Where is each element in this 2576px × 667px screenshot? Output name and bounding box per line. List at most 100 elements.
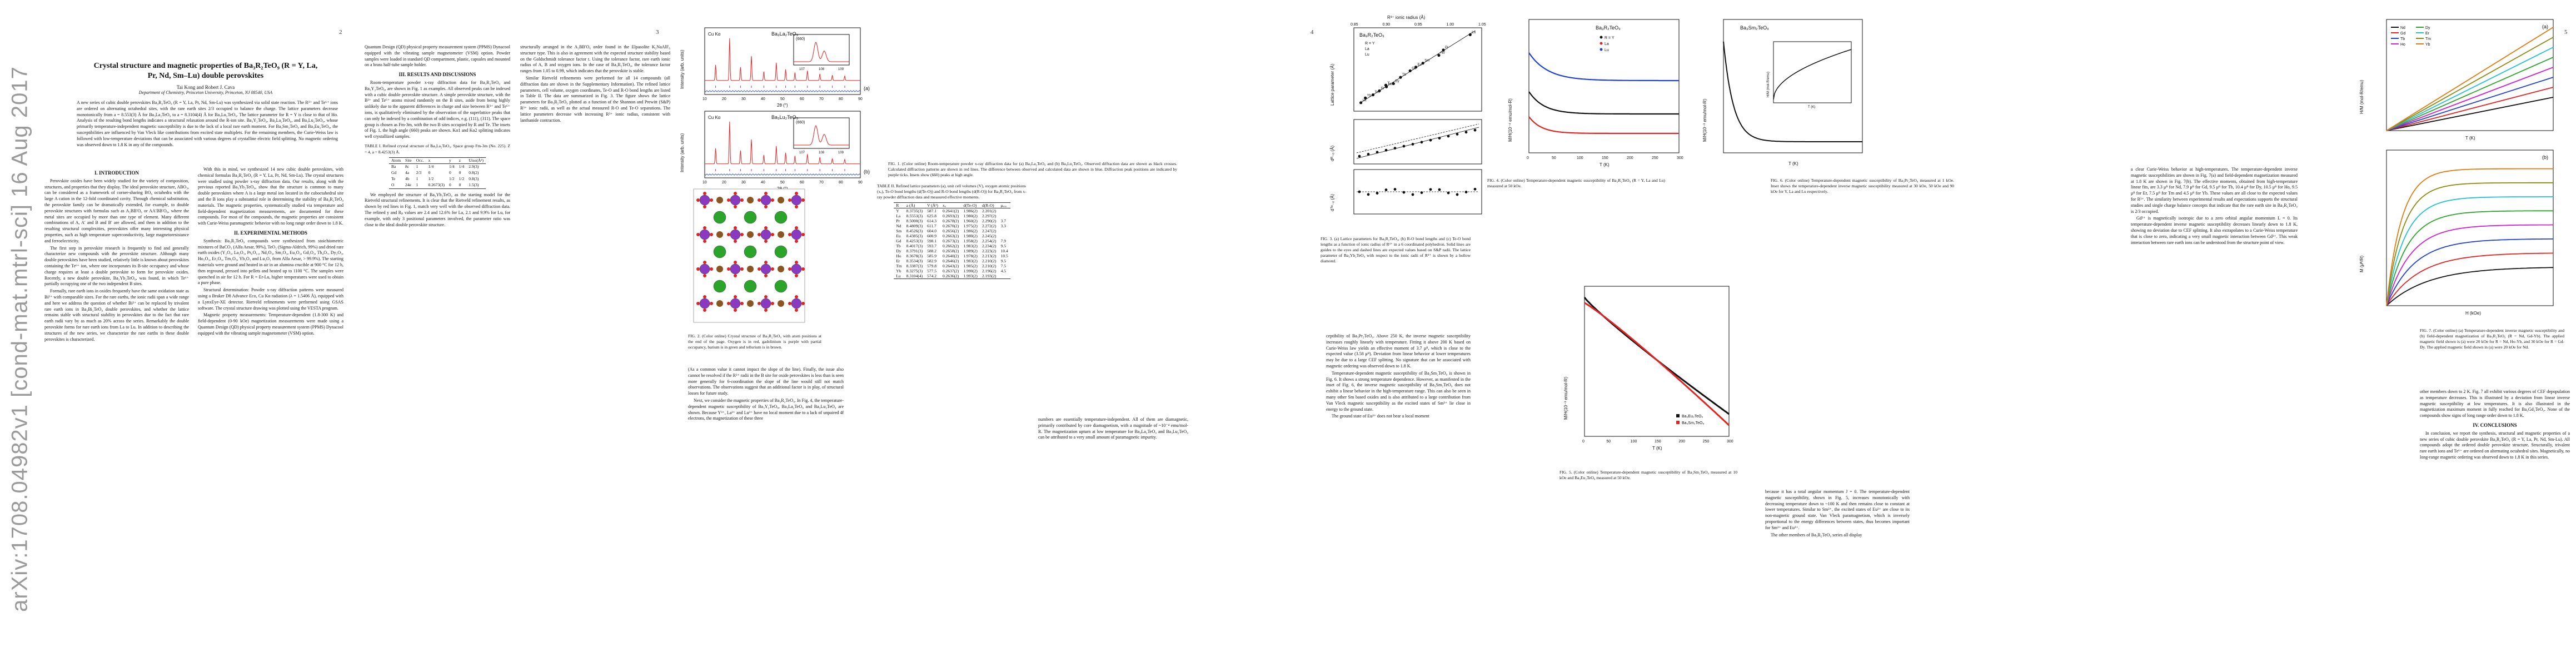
data-point: [1384, 83, 1388, 87]
legend-entry: Gd: [2400, 32, 2405, 36]
column-p4-right: because it has a total angular momentum …: [1765, 489, 1910, 539]
page-1: 2 Crystal structure and magnetic propert…: [33, 0, 677, 667]
table-cell: Lu: [894, 273, 904, 279]
data-point: [1364, 96, 1367, 99]
table-cell: 2.272(2): [981, 223, 996, 228]
compound-label: Ba₃Sm₂TeO₉: [1740, 25, 1769, 31]
page-number: 4: [1311, 29, 1314, 36]
source-label: Cu Kα: [708, 32, 721, 37]
data-point: [1447, 135, 1450, 138]
data-point: [1468, 33, 1472, 36]
gadolinium-atom: [699, 195, 710, 206]
oxygen-atom: [703, 308, 706, 312]
table-cell: 10.5: [1000, 253, 1008, 258]
eu-sm-axes: [1584, 286, 1730, 437]
inset-curve: [1773, 49, 1852, 100]
x-tick-label: 50: [780, 181, 785, 185]
table-cell: 1: [416, 176, 418, 181]
data-point: [1392, 82, 1395, 86]
table-cell: 8.3791(3): [906, 248, 923, 253]
legend-entry: Dy: [2425, 26, 2430, 30]
oxygen-atom: [696, 302, 700, 305]
lattice-axes: [1353, 27, 1482, 112]
table-header-cell: R: [894, 202, 904, 208]
x-axis-label: T (K): [1600, 162, 1610, 167]
oxygen-atom: [703, 205, 706, 208]
oxygen-atom: [764, 274, 768, 277]
paragraph: other members down to 2 K. Fig. 7 all ex…: [2420, 389, 2570, 419]
table-cell: 8.4385(3): [906, 233, 923, 238]
table-cell: 0.2693(2): [942, 213, 959, 218]
oxygen-atom: [758, 233, 761, 236]
table-cell: 3.7: [1000, 218, 1006, 223]
x-tick-label: 100: [1577, 156, 1583, 160]
difference-curve: [704, 173, 861, 176]
table-cell: Eu: [896, 233, 901, 238]
table-cell: 2.210(2): [981, 258, 996, 263]
y-axis-label: Lattice parameter (Å): [1330, 64, 1335, 106]
y-axis-label: M/H(10⁻³ emu/mol-R): [1563, 377, 1568, 420]
tellurium-atom: [716, 266, 723, 272]
column-p2-left: Quantum Design (QD) physical property me…: [365, 44, 510, 229]
table-row: Ho 8.3678(3) 585.9 0.2640(2) 1.978(2) 2.213(2…: [894, 253, 1010, 258]
oxygen-atom: [788, 302, 791, 305]
magnetization-curve: [2386, 168, 2553, 306]
table-cell: 1.975(2): [963, 223, 978, 228]
table-cell: 1.958(2): [963, 238, 978, 243]
gadolinium-atom: [730, 229, 741, 240]
source-label: Cu Kα: [708, 115, 721, 120]
point-label: Yb: [1367, 94, 1372, 97]
table-cell: 0.2636(2): [940, 273, 961, 279]
table-cell: 9.5: [1000, 258, 1006, 263]
expected-line: [1356, 123, 1479, 153]
table-header-cell: z: [456, 157, 467, 165]
legend-entry: Yb: [2425, 43, 2430, 47]
point-label: Ho: [1388, 83, 1393, 86]
oxygen-atom: [740, 267, 744, 271]
author-affiliation: Department of Chemistry, Princeton Unive…: [138, 90, 273, 95]
figure-4-susceptibility: Ba₃R₂TeO₉ R = Y La Lu M/H(10⁻⁴ emu/mol-R) 0 50…: [1508, 19, 1683, 167]
paragraph: Quantum Design (QD) physical property me…: [365, 44, 510, 68]
data-point: [1456, 193, 1459, 196]
inset-x-label: T (K): [1808, 106, 1815, 109]
inset-tick-label: 107: [799, 151, 805, 155]
gadolinium-atom: [760, 263, 771, 275]
data-point: [1421, 62, 1424, 65]
table-cell: 1: [416, 164, 418, 170]
oxygen-atom: [703, 274, 706, 277]
x-tick-label: 300: [1727, 440, 1733, 444]
oxygen-atom: [696, 198, 700, 202]
table-cell: 0.2663(2): [942, 233, 959, 238]
table-header-cell: V (Å³): [925, 202, 940, 208]
sm-curve: [1584, 302, 1730, 426]
table-cell: 1.989(2): [963, 248, 978, 253]
data-point: [1473, 187, 1477, 191]
magnetization-curve: [2386, 210, 2553, 306]
oxygen-atom: [801, 233, 805, 236]
legend-entry: Lu: [1365, 53, 1369, 57]
gadolinium-atom: [699, 298, 710, 309]
tellurium-atom: [747, 197, 754, 203]
table-row: O 24e 1 0.2673(3) 0 0 1.5(3): [388, 182, 486, 189]
oxygen-atom: [795, 205, 798, 208]
oxygen-atom: [740, 233, 744, 236]
table-cell: 2.297(2): [981, 213, 996, 218]
table-cell: [999, 228, 1010, 233]
table-cell: 4b: [405, 176, 410, 181]
data-point: [1399, 76, 1402, 79]
table-cell: 1.990(2): [963, 268, 978, 273]
inverse-chi-line: [2386, 77, 2554, 131]
inset-curve: [794, 42, 849, 62]
table-cell: 611.7: [927, 223, 936, 228]
oxygen-atom: [710, 198, 713, 202]
inset-frame: [1773, 41, 1852, 103]
section-heading: I. INTRODUCTION: [94, 170, 139, 176]
table-cell: 2.201(2): [981, 208, 996, 213]
table-cell: Y: [896, 208, 899, 213]
table-cell: 1/4: [459, 164, 465, 170]
table-cell: 0.2656(2): [942, 228, 959, 233]
legend-entry: Ba₃Eu₂TeO₉: [1682, 415, 1703, 419]
x-tick-label: 0: [1527, 156, 1529, 160]
tellurium-atom: [747, 231, 754, 238]
x-tick-label: 300: [1677, 156, 1683, 160]
